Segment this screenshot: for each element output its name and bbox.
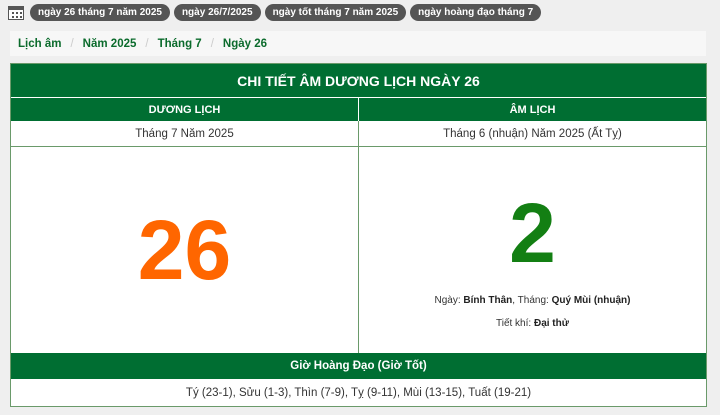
calendar-icon (8, 5, 24, 20)
tag-bar: ngày 26 tháng 7 năm 2025 ngày 26/7/2025 … (8, 4, 542, 21)
lunar-can-chi: Ngày: Bính Thân, Tháng: Quý Mùi (nhuận) (434, 295, 631, 306)
tag-link[interactable]: ngày hoàng đạo tháng 7 (410, 4, 542, 21)
breadcrumb-separator: / (210, 37, 214, 50)
solar-month-year: Tháng 7 Năm 2025 (135, 127, 234, 140)
breadcrumb-lich-am[interactable]: Lịch âm (18, 37, 62, 50)
hoang-dao-hours: Tý (23-1), Sửu (1-3), Thìn (7-9), Tỵ (9-… (185, 387, 532, 399)
hoang-dao-title: Giờ Hoàng Đạo (Giờ Tốt) (11, 353, 706, 379)
card-title: CHI TIẾT ÂM DƯƠNG LỊCH NGÀY 26 (11, 64, 706, 97)
breadcrumb-day[interactable]: Ngày 26 (222, 37, 267, 50)
tiet-khi: Tiết khí: Đại thử (495, 318, 569, 329)
solar-header: DƯƠNG LỊCH (148, 103, 221, 116)
calendar-detail-card: CHI TIẾT ÂM DƯƠNG LỊCH NGÀY 26 DƯƠNG LỊC… (10, 63, 707, 407)
tag-link[interactable]: ngày 26 tháng 7 năm 2025 (30, 4, 170, 21)
breadcrumb-year[interactable]: Năm 2025 (82, 37, 137, 50)
breadcrumb-separator: / (70, 37, 74, 50)
lunar-header: ÂM LỊCH (358, 98, 706, 121)
lunar-month-year: Tháng 6 (nhuận) Năm 2025 (Ất Tỵ) (358, 121, 706, 146)
lunar-day-number: 2 (509, 186, 556, 280)
breadcrumb-month[interactable]: Tháng 7 (157, 37, 202, 50)
tag-link[interactable]: ngày tốt tháng 7 năm 2025 (264, 4, 407, 21)
solar-day-number: 26 (137, 203, 232, 297)
tag-link[interactable]: ngày 26/7/2025 (173, 4, 261, 21)
breadcrumb-separator: / (145, 37, 149, 50)
breadcrumb: Lịch âm / Năm 2025 / Tháng 7 / Ngày 26 (10, 31, 706, 56)
